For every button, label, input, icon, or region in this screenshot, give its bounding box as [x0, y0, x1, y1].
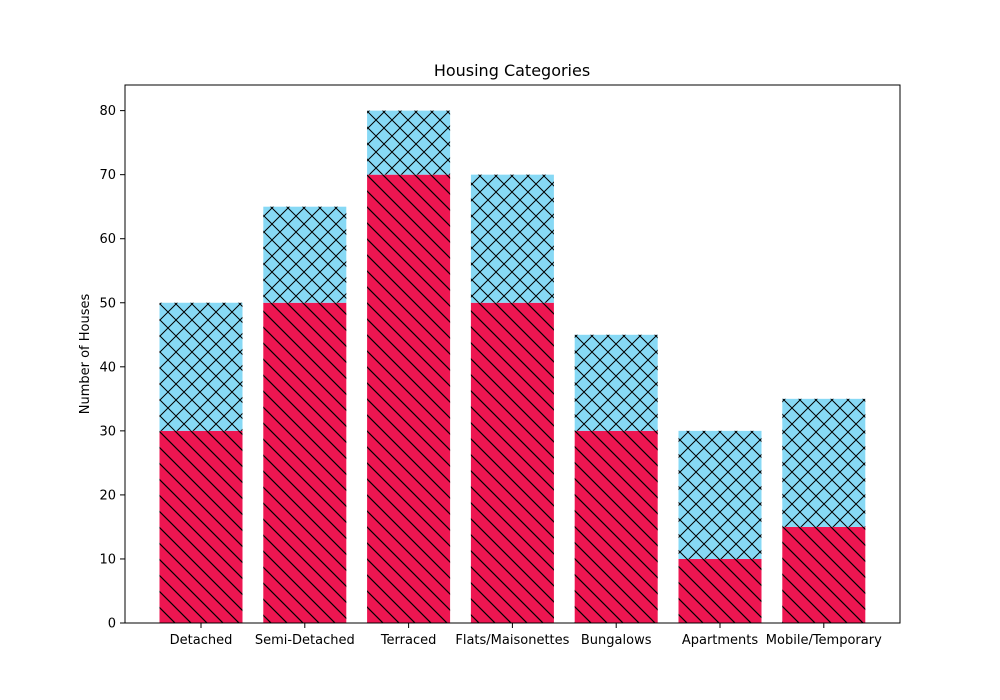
x-tick-label: Apartments — [682, 633, 759, 648]
bar-hatch-series2-2 — [367, 110, 451, 175]
bar-hatch-series2-5 — [678, 430, 762, 559]
bar-hatch-series1-2 — [367, 174, 451, 623]
y-axis-label: Number of Houses — [78, 294, 93, 415]
bar-hatch-series1-6 — [782, 526, 866, 623]
y-tick-label: 80 — [99, 104, 116, 119]
bar-hatch-series2-4 — [574, 334, 658, 431]
x-tick-label: Terraced — [380, 633, 437, 648]
bar-hatch-series2-3 — [470, 174, 554, 303]
x-tick-label: Semi-Detached — [255, 633, 355, 648]
y-tick-label: 0 — [108, 617, 116, 632]
y-tick-label: 50 — [99, 296, 116, 311]
x-tick-label: Detached — [170, 633, 233, 648]
bars-layer — [159, 110, 866, 623]
bar-hatch-series1-4 — [574, 430, 658, 623]
bar-hatch-series2-1 — [263, 206, 347, 303]
y-tick-label: 10 — [99, 552, 116, 567]
y-tick-label: 40 — [99, 360, 116, 375]
x-tick-label: Mobile/Temporary — [766, 633, 882, 648]
bar-hatch-series1-3 — [470, 302, 554, 623]
y-tick-label: 30 — [99, 424, 116, 439]
plot-frame — [124, 84, 901, 624]
bar-hatch-series1-5 — [678, 558, 762, 623]
x-tick-label: Bungalows — [581, 633, 652, 648]
chart-title: Housing Categories — [434, 61, 590, 80]
bar-hatch-series2-0 — [159, 302, 243, 431]
x-axis: Detached Semi-Detached Terraced Flats/Maiso… — [170, 623, 882, 648]
y-tick-label: 60 — [99, 232, 116, 247]
bar-hatch-series2-6 — [782, 398, 866, 527]
y-axis: 0 10 20 30 40 50 60 70 80 — [99, 104, 125, 632]
bar-hatch-series1-0 — [159, 430, 243, 623]
y-tick-label: 70 — [99, 168, 116, 183]
x-tick-label: Flats/Maisonettes — [455, 633, 569, 648]
y-tick-label: 20 — [99, 488, 116, 503]
bar-hatch-series1-1 — [263, 302, 347, 623]
